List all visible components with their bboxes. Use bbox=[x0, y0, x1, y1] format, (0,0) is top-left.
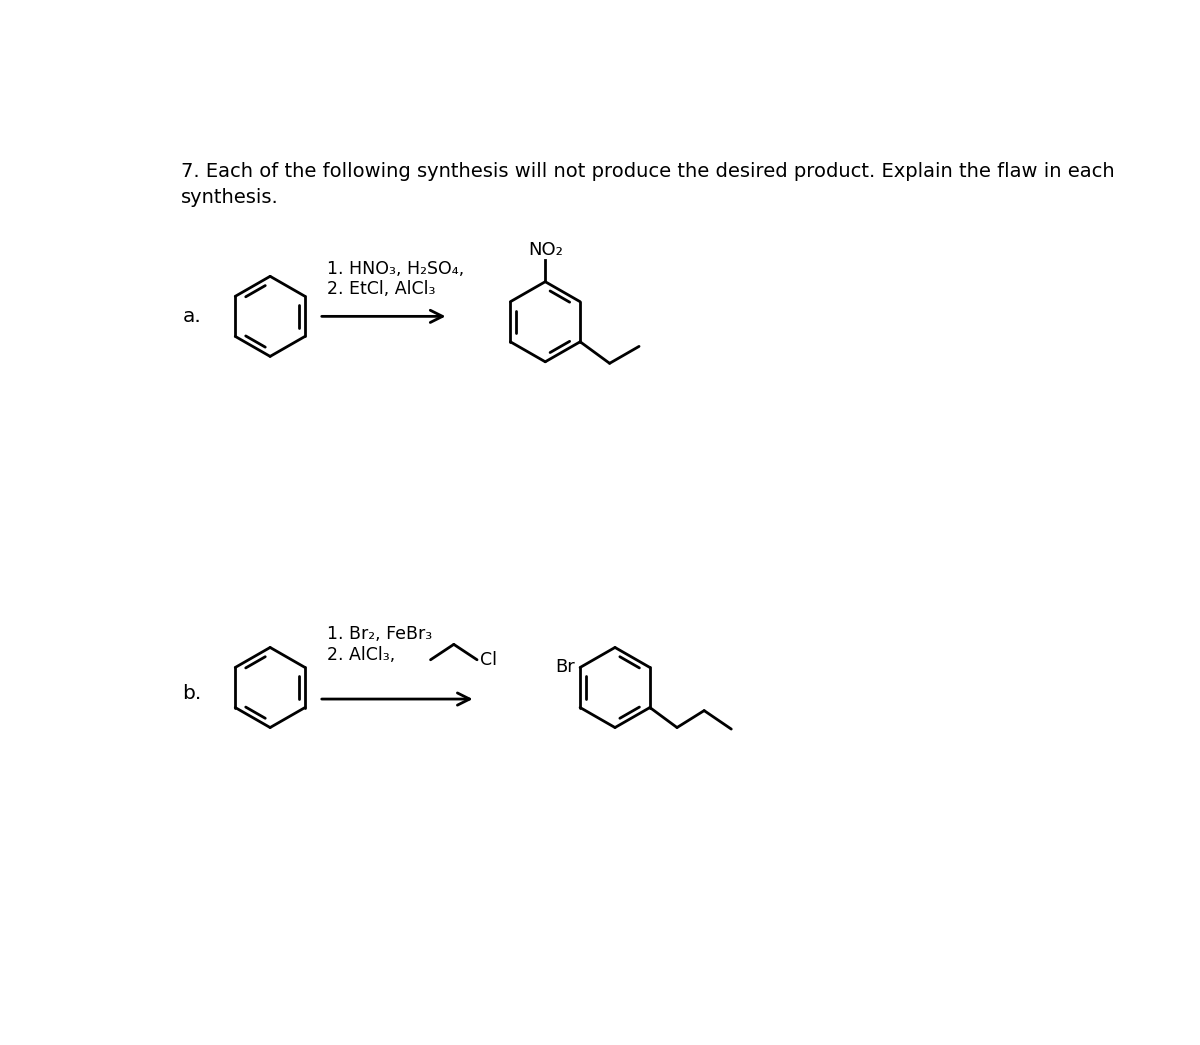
Text: 2. AlCl₃,: 2. AlCl₃, bbox=[326, 647, 395, 665]
Text: 2. EtCl, AlCl₃: 2. EtCl, AlCl₃ bbox=[326, 280, 436, 298]
Text: Br: Br bbox=[556, 658, 576, 676]
Text: a.: a. bbox=[182, 307, 202, 326]
Text: NO₂: NO₂ bbox=[528, 240, 563, 258]
Text: Cl: Cl bbox=[480, 651, 497, 669]
Text: 1. HNO₃, H₂SO₄,: 1. HNO₃, H₂SO₄, bbox=[326, 260, 464, 278]
Text: 7. Each of the following synthesis will not produce the desired product. Explain: 7. Each of the following synthesis will … bbox=[181, 162, 1115, 207]
Text: 1. Br₂, FeBr₃: 1. Br₂, FeBr₃ bbox=[326, 625, 432, 643]
Text: b.: b. bbox=[182, 684, 202, 703]
